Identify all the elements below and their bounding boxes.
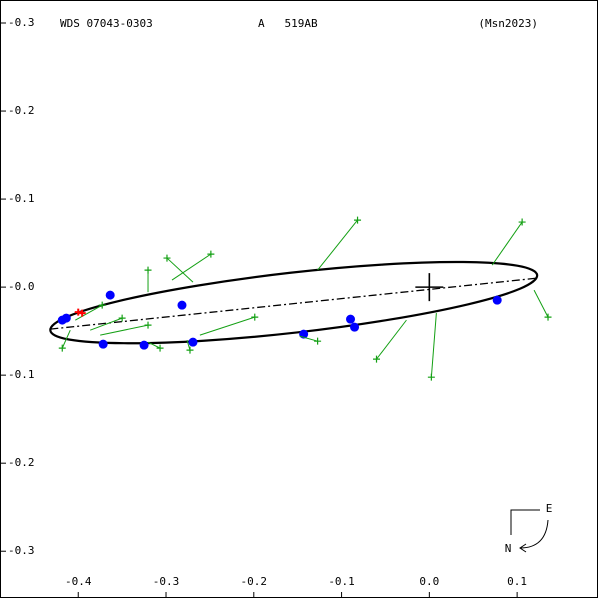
observation-plus xyxy=(58,344,66,352)
residual-line xyxy=(430,313,437,378)
observation-plus xyxy=(251,313,259,321)
observation-dot xyxy=(350,322,360,332)
line-of-nodes xyxy=(50,277,538,330)
compass-arm xyxy=(510,509,540,535)
observation-plus xyxy=(144,266,152,274)
y-tick-label: -0.0 xyxy=(8,280,35,293)
component-label: A 519AB xyxy=(258,17,318,30)
observation-plus xyxy=(373,355,381,363)
x-tick-label: -0.2 xyxy=(241,575,268,588)
y-tick-label: -0.3 xyxy=(8,544,35,557)
observation-plus xyxy=(427,373,435,381)
residual-line xyxy=(75,304,103,321)
observation-dot xyxy=(492,295,502,305)
x-tick-label: 0.1 xyxy=(507,575,527,588)
y-tick-label: -0.2 xyxy=(8,456,35,469)
y-tick-label: -0.1 xyxy=(8,192,35,205)
residual-line xyxy=(166,257,194,283)
residual-line xyxy=(171,253,212,281)
observation-plus xyxy=(163,254,171,262)
x-tick-label: -0.3 xyxy=(153,575,180,588)
y-tick-label: -0.1 xyxy=(8,368,35,381)
observation-plus xyxy=(207,250,215,258)
observation-dot xyxy=(98,339,108,349)
residual-line xyxy=(299,335,318,342)
observation-plus xyxy=(144,321,152,329)
observation-dot xyxy=(177,300,187,310)
compass-arc xyxy=(519,519,549,549)
observation-plus xyxy=(314,337,322,345)
residual-line xyxy=(61,329,71,349)
observation-dot xyxy=(346,314,356,324)
observation-plus xyxy=(98,301,106,309)
primary-star xyxy=(415,273,444,302)
orbit xyxy=(49,260,539,345)
compass-arrow xyxy=(519,543,527,553)
observation-plus xyxy=(544,313,552,321)
chart-title: WDS 07043-0303 xyxy=(60,17,153,30)
observation-plus xyxy=(118,314,126,322)
reference: (Msn2023) xyxy=(478,17,538,30)
observation-dot xyxy=(139,340,149,350)
y-tick-label: -0.2 xyxy=(8,104,35,117)
x-tick-label: 0.0 xyxy=(419,575,439,588)
compass: E N xyxy=(505,502,553,555)
observation-plus xyxy=(156,344,164,352)
residual-line xyxy=(533,289,549,318)
residual-line xyxy=(491,221,523,266)
compass-east: E xyxy=(546,502,553,515)
y-tick-label: -0.3 xyxy=(8,16,35,29)
observation-dot xyxy=(188,337,198,347)
observation-plus xyxy=(186,346,194,354)
compass-north: N xyxy=(505,542,512,555)
observation-dot xyxy=(105,290,115,300)
observation-dot xyxy=(61,313,71,323)
observation-plus xyxy=(354,216,362,224)
residual-line xyxy=(147,341,161,349)
residual-line xyxy=(199,316,255,336)
x-tick-label: -0.4 xyxy=(65,575,92,588)
residual-line xyxy=(317,219,358,271)
residual-line xyxy=(100,324,149,336)
observation-plus xyxy=(78,309,86,317)
x-tick-label: -0.1 xyxy=(328,575,355,588)
residual-line xyxy=(90,317,123,331)
observation-plus xyxy=(518,218,526,226)
residual-line xyxy=(376,319,407,360)
